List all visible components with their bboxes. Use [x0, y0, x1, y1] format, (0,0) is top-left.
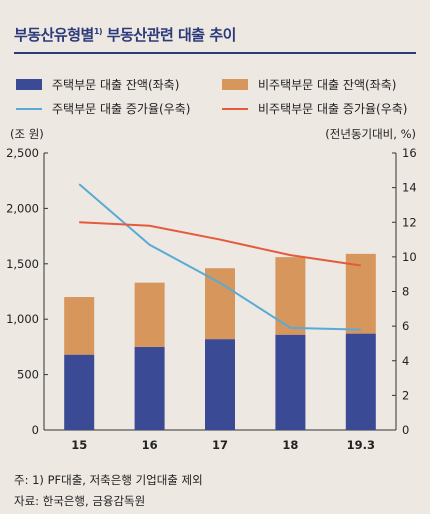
- right-tick-label: 10: [402, 250, 417, 264]
- left-tick-label: 1,500: [6, 257, 39, 271]
- left-tick-label: 500: [17, 368, 39, 382]
- housing-balance-bar: [134, 346, 165, 430]
- nonhousing-balance-bar: [345, 253, 376, 334]
- left-tick-label: 1,000: [6, 312, 39, 326]
- legend-swatch: [16, 79, 42, 90]
- right-tick-label: 0: [402, 423, 409, 437]
- right-tick-label: 12: [402, 215, 417, 229]
- legend-item-housing-balance: 주택부문 대출 잔액(좌축): [16, 76, 179, 93]
- right-axis-unit: (전년동기대비, %): [325, 127, 416, 141]
- nonhousing-balance-bar: [134, 282, 165, 347]
- footnote: 주: 1) PF대출, 저축은행 기업대출 제외: [14, 473, 203, 487]
- housing-balance-bar: [345, 333, 376, 430]
- x-tick-label: 15: [71, 438, 87, 452]
- right-tick-label: 16: [402, 146, 417, 160]
- nonhousing-growth-line: [79, 221, 361, 267]
- legend-swatch: [16, 107, 42, 110]
- left-tick-label: 2,000: [6, 201, 39, 215]
- right-tick-label: 2: [402, 388, 409, 402]
- right-tick-label: 6: [402, 319, 409, 333]
- nonhousing-balance-bar: [275, 257, 306, 335]
- right-tick-label: 4: [402, 354, 409, 368]
- source-note: 자료: 한국은행, 금융감독원: [14, 494, 146, 508]
- title-rule: [14, 52, 416, 54]
- x-tick-label: 16: [142, 438, 158, 452]
- housing-balance-bar: [64, 354, 95, 430]
- housing-balance-bar: [205, 339, 235, 430]
- right-tick-label: 14: [402, 181, 417, 195]
- legend-item-nonhousing-growth: 비주택부문 대출 증가율(우축): [222, 100, 407, 117]
- nonhousing-balance-bar: [64, 297, 95, 355]
- legend-item-nonhousing-balance: 비주택부문 대출 잔액(좌축): [222, 76, 396, 93]
- right-tick-label: 8: [402, 285, 409, 299]
- x-tick-label: 17: [212, 438, 228, 452]
- x-tick-label: 18: [282, 438, 298, 452]
- legend-swatch: [222, 79, 248, 90]
- legend-item-housing-growth: 주택부문 대출 증가율(우축): [16, 100, 190, 117]
- x-tick-label: 19.3: [347, 438, 375, 452]
- nonhousing-balance-bar: [205, 268, 235, 340]
- housing-balance-bar: [275, 334, 306, 430]
- chart-title: 부동산유형별1) 부동산관련 대출 추이: [14, 26, 236, 44]
- legend-swatch: [222, 107, 248, 110]
- left-axis-unit: (조 원): [10, 127, 44, 141]
- left-tick-label: 0: [32, 423, 39, 437]
- left-tick-label: 2,500: [6, 146, 39, 160]
